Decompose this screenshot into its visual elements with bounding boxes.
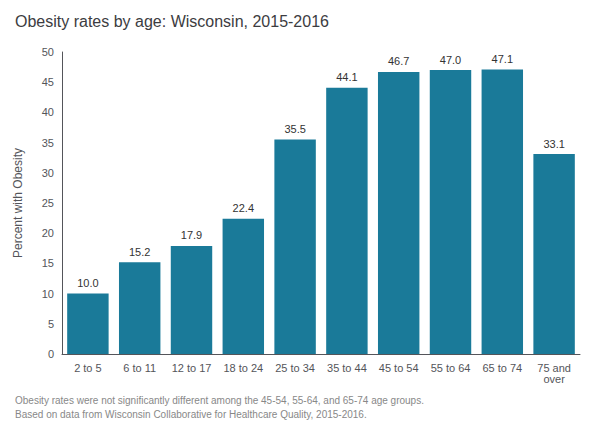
svg-text:75 and: 75 and — [537, 361, 571, 374]
svg-text:25: 25 — [42, 197, 54, 209]
svg-text:Obesity rates by age: Wisconsi: Obesity rates by age: Wisconsin, 2015-20… — [15, 13, 329, 30]
svg-text:44.1: 44.1 — [336, 71, 357, 83]
svg-text:40: 40 — [42, 106, 54, 118]
svg-text:Obesity rates were not signifi: Obesity rates were not significantly dif… — [15, 395, 424, 406]
svg-text:12 to 17: 12 to 17 — [172, 362, 212, 374]
svg-text:Percent with Obesity: Percent with Obesity — [11, 148, 25, 258]
svg-text:50: 50 — [42, 46, 54, 58]
svg-text:35: 35 — [42, 137, 54, 149]
svg-text:20: 20 — [42, 227, 54, 239]
svg-text:6 to 11: 6 to 11 — [123, 362, 156, 374]
svg-text:30: 30 — [42, 167, 54, 179]
svg-text:18 to 24: 18 to 24 — [223, 362, 263, 374]
svg-text:10.0: 10.0 — [77, 277, 98, 289]
svg-text:2 to 5: 2 to 5 — [74, 362, 102, 374]
svg-text:5: 5 — [48, 318, 54, 330]
svg-text:25 to 34: 25 to 34 — [275, 362, 315, 374]
svg-text:47.1: 47.1 — [492, 53, 513, 65]
svg-text:15.2: 15.2 — [129, 246, 150, 258]
svg-text:over: over — [543, 373, 565, 385]
svg-text:65 to 74: 65 to 74 — [482, 362, 522, 374]
svg-text:35.5: 35.5 — [284, 123, 305, 135]
svg-text:45: 45 — [42, 76, 54, 88]
svg-text:47.0: 47.0 — [440, 54, 461, 66]
svg-text:0: 0 — [48, 348, 54, 360]
svg-text:Based on data from Wisconsin C: Based on data from Wisconsin Collaborati… — [15, 409, 367, 420]
svg-text:17.9: 17.9 — [181, 229, 202, 241]
svg-text:33.1: 33.1 — [543, 138, 564, 150]
svg-text:10: 10 — [42, 288, 54, 300]
svg-text:46.7: 46.7 — [388, 55, 409, 67]
svg-text:35 to 44: 35 to 44 — [327, 362, 367, 374]
svg-text:55 to 64: 55 to 64 — [431, 362, 471, 374]
svg-text:22.4: 22.4 — [233, 202, 254, 214]
svg-text:45 to 54: 45 to 54 — [379, 362, 419, 374]
svg-text:15: 15 — [42, 257, 54, 269]
